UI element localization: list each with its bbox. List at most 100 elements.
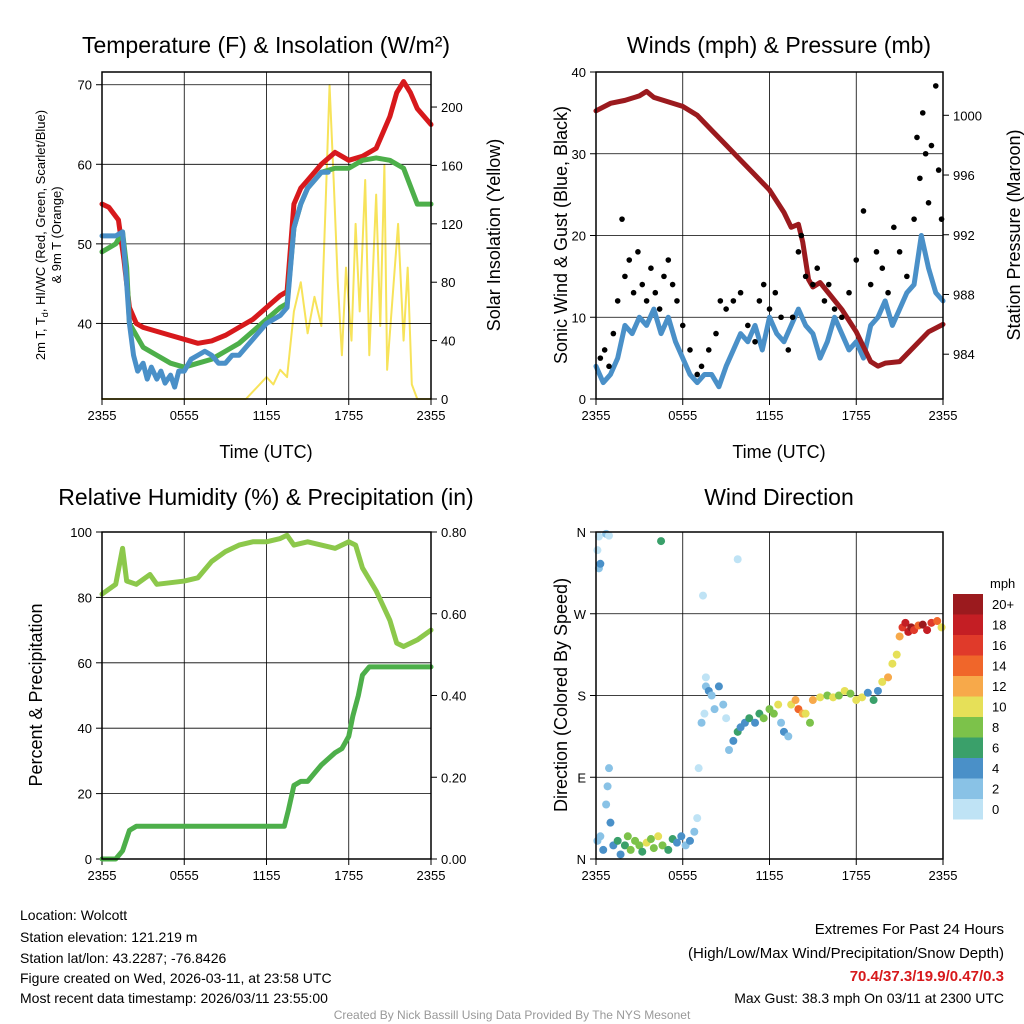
x-tick-label: 0555 bbox=[668, 408, 697, 423]
y-tick-label: 80 bbox=[78, 590, 92, 605]
direction-point bbox=[722, 714, 731, 723]
direction-point bbox=[846, 689, 855, 698]
gust-point bbox=[795, 249, 802, 255]
gust-point bbox=[626, 257, 633, 263]
gust-point bbox=[760, 281, 767, 288]
y-right-tick-label: 996 bbox=[953, 168, 975, 183]
direction-point bbox=[858, 693, 867, 702]
direction-point bbox=[698, 591, 707, 600]
gust-point bbox=[935, 167, 942, 173]
gust-point bbox=[885, 289, 891, 296]
gust-point bbox=[873, 249, 880, 255]
direction-point bbox=[923, 626, 932, 635]
direction-y-label: Direction (Colored By Speed) bbox=[551, 578, 571, 812]
x-tick-label: 2355 bbox=[929, 408, 958, 423]
direction-point bbox=[623, 832, 632, 841]
legend-label: 6 bbox=[992, 741, 999, 756]
y-tick-label: 30 bbox=[572, 147, 586, 162]
y-right-tick-label: 200 bbox=[441, 100, 463, 115]
gust-point bbox=[661, 273, 667, 280]
x-tick-label: 2355 bbox=[929, 868, 958, 883]
legend-swatch bbox=[953, 737, 983, 758]
gust-point bbox=[705, 347, 712, 353]
x-tick-label: 1155 bbox=[253, 868, 281, 883]
gust-point bbox=[656, 306, 663, 312]
direction-point bbox=[701, 673, 710, 682]
gust-point bbox=[922, 150, 929, 157]
direction-point bbox=[805, 718, 814, 727]
x-tick-label: 2355 bbox=[417, 408, 446, 423]
wind-x-label: Time (UTC) bbox=[732, 442, 825, 462]
direction-point bbox=[808, 696, 817, 705]
legend-label: 16 bbox=[992, 638, 1006, 653]
x-tick-label: 1755 bbox=[334, 868, 363, 883]
direction-point bbox=[685, 836, 694, 845]
direction-point bbox=[733, 555, 742, 564]
direction-point bbox=[599, 845, 608, 854]
gust-point bbox=[745, 322, 751, 329]
legend-label: 10 bbox=[992, 700, 1006, 715]
gust-point bbox=[614, 298, 621, 304]
direction-point bbox=[693, 814, 702, 823]
direction-point bbox=[710, 705, 719, 714]
recent-data-text: Most recent data timestamp: 2026/03/11 2… bbox=[20, 990, 328, 1006]
plot-frame bbox=[595, 531, 944, 860]
legend-label: 14 bbox=[992, 659, 1006, 674]
y-tick-label: 20 bbox=[78, 787, 92, 802]
y-right-tick-label: 0 bbox=[441, 392, 448, 407]
direction-point bbox=[603, 782, 612, 791]
gust-point bbox=[838, 314, 845, 321]
direction-point bbox=[672, 838, 681, 847]
plot-frame bbox=[101, 531, 432, 860]
gust-point bbox=[648, 265, 654, 272]
chart-panel-3: 2355 0555 1155 1755 23550204060801000.000.20… bbox=[70, 525, 466, 883]
x-tick-label: 0555 bbox=[170, 868, 199, 883]
direction-point bbox=[834, 691, 843, 700]
direction-point bbox=[719, 700, 728, 709]
y-right-tick-label: 40 bbox=[441, 334, 455, 349]
elevation-text: Station elevation: 121.219 m bbox=[20, 929, 197, 945]
wind-y-label: Sonic Wind & Gust (Blue, Black) bbox=[551, 106, 571, 364]
gust-point bbox=[785, 347, 792, 353]
gust-point bbox=[917, 175, 923, 182]
y-tick-label: 50 bbox=[78, 237, 92, 252]
direction-point bbox=[918, 620, 927, 629]
gust-point bbox=[723, 306, 729, 312]
legend-label: 12 bbox=[992, 679, 1006, 694]
y-tick-label: 40 bbox=[78, 721, 92, 736]
y-right-tick-label: 160 bbox=[441, 158, 463, 173]
direction-point bbox=[895, 632, 904, 641]
direction-point bbox=[657, 537, 666, 546]
gust-point bbox=[597, 355, 604, 361]
direction-point bbox=[745, 714, 754, 723]
gust-point bbox=[928, 142, 935, 149]
gust-point bbox=[914, 134, 920, 141]
y-tick-label: 10 bbox=[572, 310, 586, 325]
direction-chart-title: Wind Direction bbox=[704, 484, 854, 510]
gust-point bbox=[717, 298, 724, 304]
direction-point bbox=[605, 764, 614, 773]
direction-point bbox=[873, 686, 882, 695]
direction-point bbox=[707, 691, 716, 700]
gust-point bbox=[772, 289, 779, 296]
gust-point bbox=[925, 200, 932, 206]
gust-point bbox=[825, 281, 832, 288]
gust-point bbox=[798, 232, 805, 239]
series-line-sonic-wind bbox=[593, 233, 946, 390]
gust-point bbox=[610, 330, 617, 337]
direction-point bbox=[777, 718, 786, 727]
legend-swatch bbox=[953, 717, 983, 738]
extremes-subtitle: (High/Low/Max Wind/Precipitation/Snow De… bbox=[688, 945, 1004, 962]
plot-frame bbox=[101, 71, 432, 400]
y-tick-label: 40 bbox=[78, 316, 92, 331]
y-right-tick-label: 988 bbox=[953, 287, 975, 302]
gust-point bbox=[606, 363, 612, 370]
direction-point bbox=[613, 836, 622, 845]
legend-label: 4 bbox=[992, 761, 999, 776]
legend-swatch bbox=[953, 696, 983, 717]
y-tick-label: N bbox=[577, 852, 586, 867]
direction-point bbox=[769, 709, 778, 718]
gust-point bbox=[853, 257, 860, 263]
direction-point bbox=[697, 718, 706, 727]
